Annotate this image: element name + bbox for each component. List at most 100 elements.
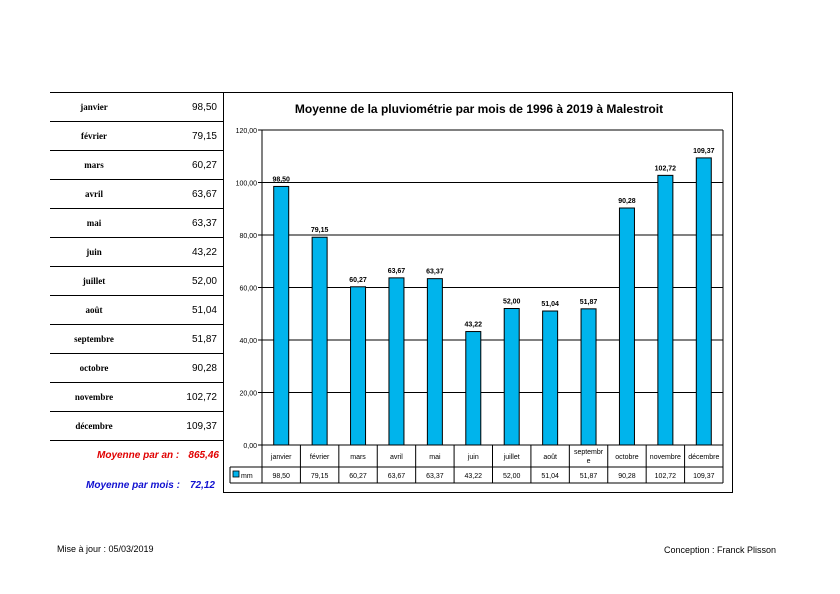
y-tick-label: 80,00: [239, 233, 257, 240]
data-label: 60,27: [349, 277, 367, 284]
data-label: 51,87: [580, 299, 598, 306]
monthly-average-label: Moyenne par mois :: [86, 480, 180, 491]
bar: [311, 236, 328, 446]
x-tick-label: décembre: [688, 454, 719, 461]
rainfall-bar-chart: Moyenne de la pluviométrie par mois de 1…: [229, 102, 724, 484]
month-value: 79,15: [138, 121, 223, 151]
chart-container: Moyenne de la pluviométrie par mois de 1…: [223, 92, 733, 493]
data-table-value: 90,28: [618, 473, 636, 480]
bar: [503, 308, 520, 446]
x-tick-label: avril: [390, 454, 403, 461]
x-tick-label: mai: [429, 454, 441, 461]
data-table-value: 79,15: [311, 473, 329, 480]
data-table-value: 63,67: [388, 473, 406, 480]
x-tick-label: juillet: [503, 454, 520, 461]
table-row: mai 63,37: [50, 208, 223, 238]
data-label: 98,50: [272, 176, 290, 183]
data-label: 51,04: [541, 301, 559, 308]
yearly-average-value: 865,46: [188, 450, 219, 461]
month-value: 51,87: [138, 324, 223, 354]
data-table-value: 60,27: [349, 473, 367, 480]
y-tick-label: 20,00: [239, 391, 257, 398]
data-table-value: 51,04: [541, 473, 559, 480]
y-tick-label: 100,00: [236, 181, 258, 188]
month-name: novembre: [50, 382, 138, 412]
bar: [465, 331, 482, 446]
bar: [350, 286, 367, 446]
data-table-value: 98,50: [272, 473, 290, 480]
table-row: juin 43,22: [50, 237, 223, 267]
x-tick-label: septembr: [574, 449, 604, 456]
month-value: 63,37: [138, 208, 223, 238]
month-name: avril: [50, 179, 138, 209]
legend-label: mm: [241, 473, 253, 480]
data-table-value: 43,22: [465, 473, 483, 480]
data-label: 63,67: [388, 268, 406, 275]
month-value: 60,27: [138, 150, 223, 180]
month-value: 43,22: [138, 237, 223, 267]
table-row: novembre 102,72: [50, 382, 223, 412]
month-value: 51,04: [138, 295, 223, 325]
x-tick-label: août: [543, 454, 557, 461]
table-row: octobre 90,28: [50, 353, 223, 383]
x-tick-label: février: [310, 454, 330, 461]
data-label: 43,22: [465, 322, 483, 329]
data-label: 63,37: [426, 269, 444, 276]
table-row: décembre 109,37: [50, 411, 223, 441]
month-name: mai: [50, 208, 138, 238]
month-value: 102,72: [138, 382, 223, 412]
monthly-values-table: janvier 98,50 février 79,15 mars 60,27 avril 63…: [50, 92, 223, 441]
month-value: 52,00: [138, 266, 223, 296]
bar: [426, 278, 443, 446]
table-row: mars 60,27: [50, 150, 223, 180]
x-tick-label: octobre: [615, 454, 638, 461]
month-name: octobre: [50, 353, 138, 383]
x-tick-label: novembre: [650, 454, 681, 461]
month-name: septembre: [50, 324, 138, 354]
y-tick-label: 0,00: [243, 443, 257, 450]
bar: [273, 185, 290, 446]
month-name: janvier: [50, 92, 138, 122]
chart-title: Moyenne de la pluviométrie par mois de 1…: [295, 102, 663, 116]
data-table-value: 109,37: [693, 473, 715, 480]
monthly-average-value: 72,12: [189, 480, 215, 491]
data-label: 90,28: [618, 198, 636, 205]
update-date: Mise à jour : 05/03/2019: [57, 544, 154, 554]
table-row: septembre 51,87: [50, 324, 223, 354]
bar: [695, 157, 712, 446]
month-name: mars: [50, 150, 138, 180]
x-tick-label: juin: [467, 454, 479, 461]
month-name: février: [50, 121, 138, 151]
month-value: 63,67: [138, 179, 223, 209]
x-tick-label: mars: [350, 454, 366, 461]
bar: [618, 207, 635, 446]
bar: [657, 174, 674, 446]
bar: [388, 277, 405, 446]
y-tick-label: 60,00: [239, 286, 257, 293]
data-table-value: 52,00: [503, 473, 521, 480]
table-row: janvier 98,50: [50, 92, 223, 122]
yearly-average-label: Moyenne par an :: [97, 450, 180, 461]
legend-swatch: [232, 470, 240, 478]
month-value: 98,50: [138, 92, 223, 122]
data-table-value: 102,72: [655, 473, 677, 480]
table-row: juillet 52,00: [50, 266, 223, 296]
y-tick-label: 120,00: [236, 128, 258, 135]
data-label: 79,15: [311, 227, 329, 234]
bar: [542, 310, 559, 446]
month-value: 90,28: [138, 353, 223, 383]
data-label: 52,00: [503, 299, 521, 306]
data-table-value: 63,37: [426, 473, 444, 480]
table-row: avril 63,67: [50, 179, 223, 209]
bar: [580, 308, 597, 446]
y-tick-label: 40,00: [239, 338, 257, 345]
x-tick-label: janvier: [270, 454, 292, 461]
data-label: 109,37: [693, 148, 715, 155]
table-row: février 79,15: [50, 121, 223, 151]
month-name: juillet: [50, 266, 138, 296]
x-tick-label: e: [587, 458, 591, 465]
data-label: 102,72: [655, 165, 677, 172]
table-row: août 51,04: [50, 295, 223, 325]
data-table-value: 51,87: [580, 473, 598, 480]
month-value: 109,37: [138, 411, 223, 441]
